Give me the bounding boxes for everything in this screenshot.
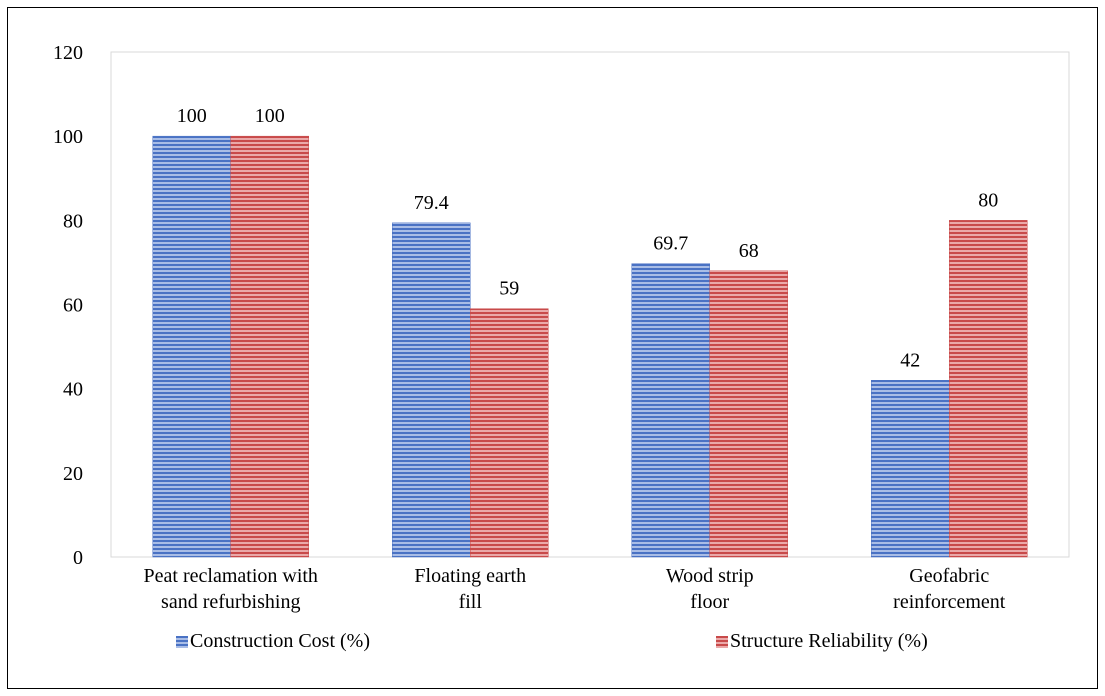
- x-tick-label: Floating earth fill: [414, 565, 526, 613]
- y-axis: 0 20 40 60 80 100 120: [53, 42, 83, 569]
- data-label: 59: [499, 278, 519, 300]
- y-tick-label: 100: [53, 126, 83, 148]
- bar-construction-cost[interactable]: [152, 135, 231, 558]
- data-label: 68: [739, 240, 759, 262]
- chart-frame: 0 20 40 60 80 100 120 100 100 79.4 59 69.7 68 42 80 P…: [7, 7, 1098, 689]
- x-tick-label: Wood strip floor: [666, 565, 754, 613]
- data-label: 69.7: [653, 233, 688, 255]
- y-tick-label: 0: [73, 547, 83, 569]
- y-tick-label: 40: [63, 379, 83, 401]
- bar-structure-reliability[interactable]: [949, 220, 1028, 558]
- x-tick-label: Peat reclamation with sand refurbishing: [144, 565, 318, 613]
- legend-swatch-structure-reliability: [716, 635, 728, 648]
- data-labels-group: 100 100 79.4 59 69.7 68 42 80: [177, 105, 999, 371]
- bar-structure-reliability[interactable]: [470, 308, 549, 558]
- legend-label-construction-cost: Construction Cost (%): [190, 630, 370, 652]
- legend-swatch-construction-cost: [176, 635, 188, 648]
- data-label: 100: [255, 105, 285, 127]
- x-tick-label: Geofabric reinforcement: [893, 565, 1006, 613]
- bars-group: [152, 135, 1028, 558]
- y-tick-label: 60: [63, 295, 83, 317]
- bar-construction-cost[interactable]: [631, 263, 710, 558]
- data-label: 79.4: [414, 192, 449, 214]
- data-label: 42: [900, 349, 920, 371]
- x-axis: Peat reclamation with sand refurbishing Fl…: [144, 565, 1006, 613]
- data-label: 80: [978, 189, 998, 211]
- bar-structure-reliability[interactable]: [709, 270, 788, 558]
- data-label: 100: [177, 105, 207, 127]
- bar-structure-reliability[interactable]: [230, 135, 309, 558]
- y-tick-label: 120: [53, 42, 83, 64]
- legend-label-structure-reliability: Structure Reliability (%): [730, 630, 928, 652]
- y-tick-label: 80: [63, 210, 83, 232]
- bar-construction-cost[interactable]: [871, 380, 950, 558]
- bar-chart: 0 20 40 60 80 100 120 100 100 79.4 59 69.7 68 42 80 P…: [53, 42, 1070, 613]
- legend-item-construction-cost[interactable]: Construction Cost (%): [176, 630, 370, 653]
- plot-area: [110, 51, 1070, 558]
- bar-construction-cost[interactable]: [392, 222, 471, 558]
- y-tick-label: 20: [63, 463, 83, 485]
- legend-item-structure-reliability[interactable]: Structure Reliability (%): [716, 630, 928, 653]
